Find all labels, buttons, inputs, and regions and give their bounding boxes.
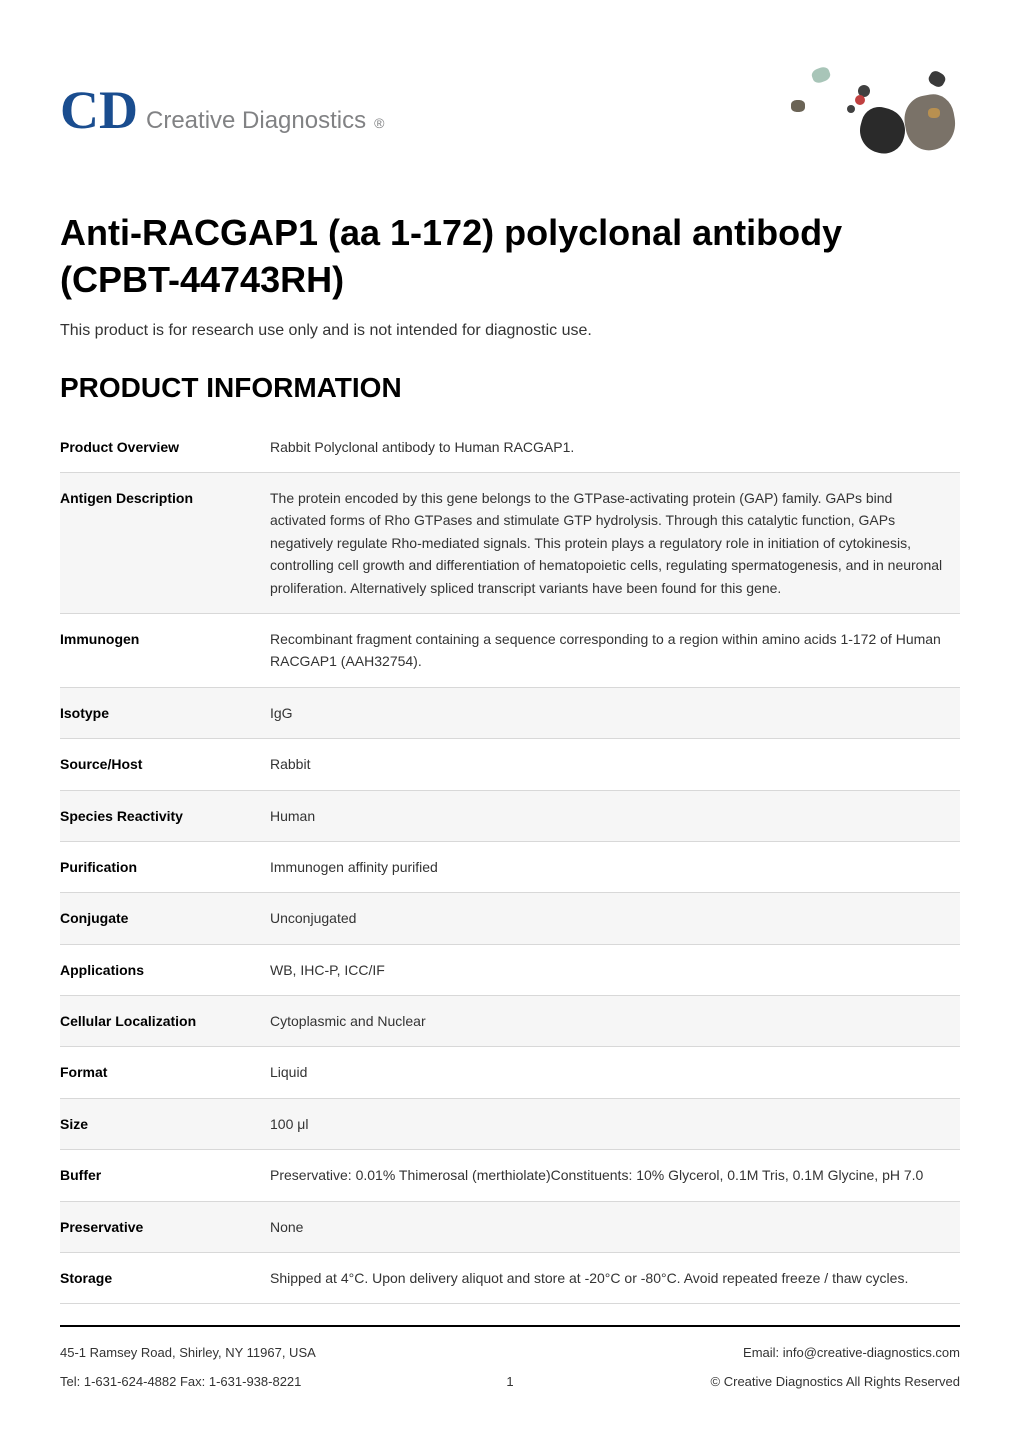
field-label: Product Overview	[60, 422, 270, 473]
table-row: Cellular LocalizationCytoplasmic and Nuc…	[60, 996, 960, 1047]
decorative-cell-icon	[855, 103, 910, 158]
table-row: PurificationImmunogen affinity purified	[60, 841, 960, 892]
field-value: Human	[270, 790, 960, 841]
field-value: Preservative: 0.01% Thimerosal (merthiol…	[270, 1150, 960, 1201]
field-label: Isotype	[60, 687, 270, 738]
field-value: Rabbit	[270, 739, 960, 790]
footer-tel: Tel: 1-631-624-4882 Fax: 1-631-938-8221	[60, 1374, 438, 1389]
table-row: Antigen DescriptionThe protein encoded b…	[60, 472, 960, 613]
footer-copyright: © Creative Diagnostics All Rights Reserv…	[582, 1374, 960, 1389]
table-row: Size100 μl	[60, 1098, 960, 1149]
product-info-table: Product OverviewRabbit Polyclonal antibo…	[60, 422, 960, 1305]
field-value: WB, IHC-P, ICC/IF	[270, 944, 960, 995]
footer-address: 45-1 Ramsey Road, Shirley, NY 11967, USA	[60, 1345, 438, 1360]
decorative-cell-icon	[901, 91, 960, 154]
table-row: BufferPreservative: 0.01% Thimerosal (me…	[60, 1150, 960, 1201]
field-label: Conjugate	[60, 893, 270, 944]
field-value: IgG	[270, 687, 960, 738]
table-row: IsotypeIgG	[60, 687, 960, 738]
decorative-dot-icon	[847, 105, 855, 113]
table-row: ConjugateUnconjugated	[60, 893, 960, 944]
field-label: Species Reactivity	[60, 790, 270, 841]
page-title: Anti-RACGAP1 (aa 1-172) polyclonal antib…	[60, 210, 960, 304]
decorative-dot-icon	[928, 108, 940, 118]
footer-email: Email: info@creative-diagnostics.com	[582, 1345, 960, 1360]
header-decorative-art	[680, 60, 960, 160]
decorative-blob-icon	[791, 100, 805, 112]
logo-initials: CD	[60, 79, 138, 141]
table-row: Product OverviewRabbit Polyclonal antibo…	[60, 422, 960, 473]
field-value: 100 μl	[270, 1098, 960, 1149]
footer-page-number: 1	[438, 1374, 582, 1389]
field-value: Cytoplasmic and Nuclear	[270, 996, 960, 1047]
header: CD Creative Diagnostics ®	[60, 60, 960, 160]
field-value: Rabbit Polyclonal antibody to Human RACG…	[270, 422, 960, 473]
footer: 45-1 Ramsey Road, Shirley, NY 11967, USA…	[60, 1265, 960, 1403]
field-label: Immunogen	[60, 613, 270, 687]
section-heading: PRODUCT INFORMATION	[60, 372, 960, 404]
field-value: Liquid	[270, 1047, 960, 1098]
field-label: Source/Host	[60, 739, 270, 790]
field-label: Preservative	[60, 1201, 270, 1252]
field-value: Immunogen affinity purified	[270, 841, 960, 892]
field-value: Recombinant fragment containing a sequen…	[270, 613, 960, 687]
table-row: ApplicationsWB, IHC-P, ICC/IF	[60, 944, 960, 995]
table-row: Source/HostRabbit	[60, 739, 960, 790]
page: CD Creative Diagnostics ® Anti-RACGAP1 (…	[0, 0, 1020, 1443]
field-label: Format	[60, 1047, 270, 1098]
logo: CD Creative Diagnostics ®	[60, 79, 384, 141]
table-row: PreservativeNone	[60, 1201, 960, 1252]
logo-registered-mark: ®	[374, 115, 384, 131]
field-label: Buffer	[60, 1150, 270, 1201]
field-label: Applications	[60, 944, 270, 995]
field-label: Purification	[60, 841, 270, 892]
subtitle: This product is for research use only an…	[60, 322, 960, 340]
decorative-blob-icon	[810, 65, 832, 84]
field-label: Size	[60, 1098, 270, 1149]
footer-row-2: Tel: 1-631-624-4882 Fax: 1-631-938-8221 …	[60, 1374, 960, 1389]
table-row: ImmunogenRecombinant fragment containing…	[60, 613, 960, 687]
table-row: FormatLiquid	[60, 1047, 960, 1098]
footer-divider	[60, 1325, 960, 1327]
footer-row-1: 45-1 Ramsey Road, Shirley, NY 11967, USA…	[60, 1345, 960, 1360]
decorative-dot-icon	[855, 95, 865, 105]
field-value: None	[270, 1201, 960, 1252]
field-label: Cellular Localization	[60, 996, 270, 1047]
table-row: Species ReactivityHuman	[60, 790, 960, 841]
decorative-blob-icon	[927, 69, 948, 89]
field-value: Unconjugated	[270, 893, 960, 944]
field-value: The protein encoded by this gene belongs…	[270, 472, 960, 613]
logo-brand-text: Creative Diagnostics	[146, 107, 366, 135]
field-label: Antigen Description	[60, 472, 270, 613]
